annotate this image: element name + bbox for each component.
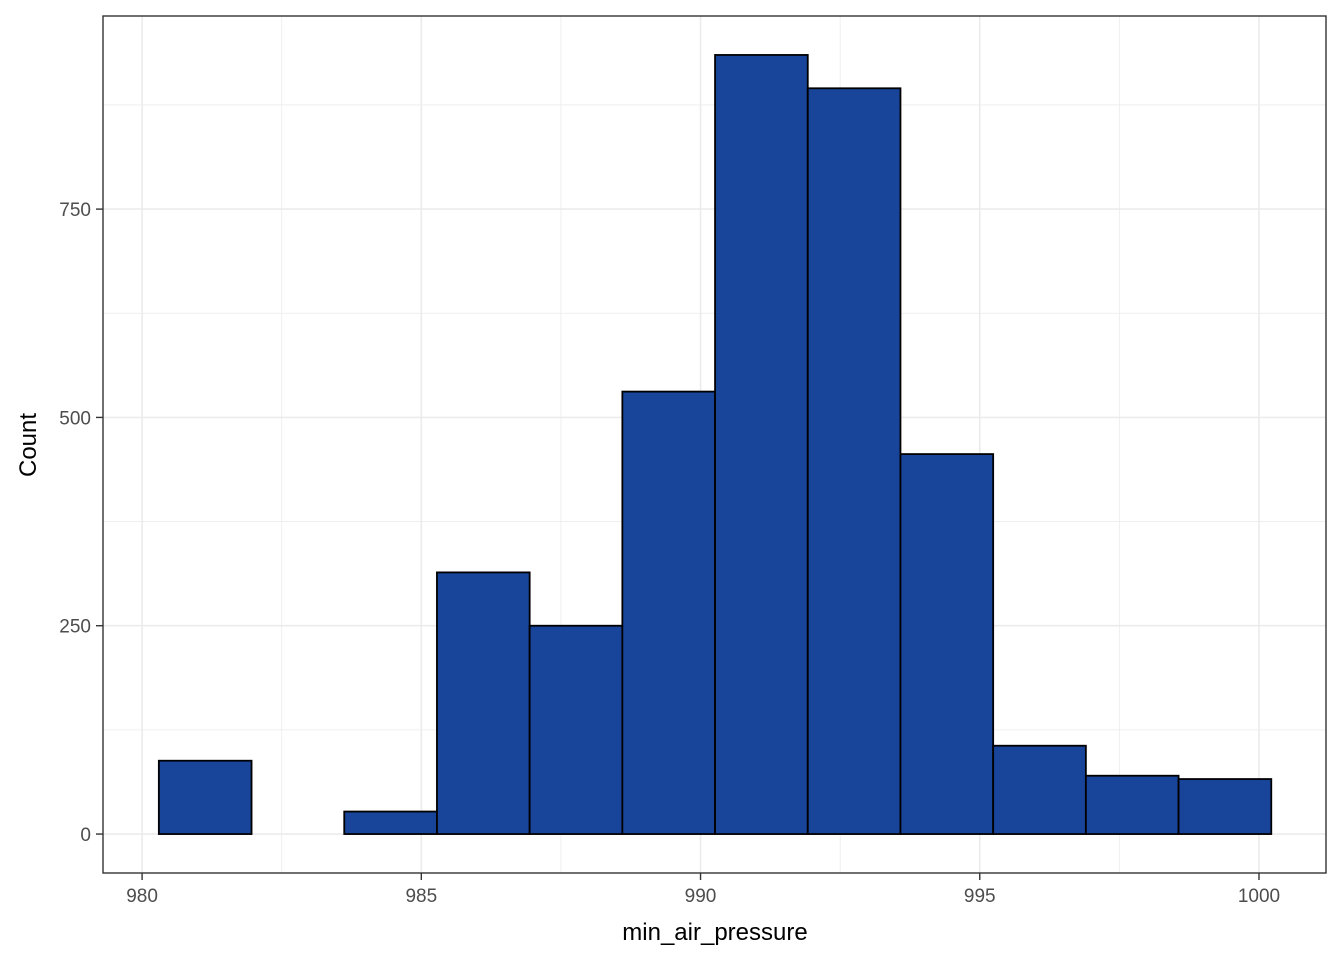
histogram-bar <box>528 624 624 835</box>
histogram-bar <box>343 810 438 835</box>
histogram-bar <box>157 759 253 835</box>
histogram-bar <box>1084 774 1180 835</box>
x-tick-label: 990 <box>685 886 717 907</box>
histogram-bar <box>806 87 902 835</box>
y-tick-label: 750 <box>59 200 91 221</box>
histogram-bar <box>621 390 716 835</box>
histogram-bar <box>992 744 1087 835</box>
histogram-bar <box>714 54 809 835</box>
y-tick-label: 500 <box>59 408 91 429</box>
panel-border <box>102 15 1327 874</box>
y-axis: 0 250 500 750 <box>59 200 103 846</box>
x-axis-title: min_air_pressure <box>622 919 807 946</box>
y-tick-label: 0 <box>80 825 91 846</box>
x-axis: 980 985 990 995 1000 <box>126 873 1280 907</box>
x-tick-label: 995 <box>964 886 996 907</box>
x-tick-label: 985 <box>405 886 437 907</box>
histogram-bars <box>157 54 1273 835</box>
y-axis-title: Count <box>15 413 42 477</box>
histogram-bar <box>899 453 995 835</box>
x-tick-label: 1000 <box>1238 886 1280 907</box>
histogram-bar <box>436 571 531 835</box>
histogram-bar <box>1177 778 1273 835</box>
y-tick-label: 250 <box>59 617 91 638</box>
x-tick-label: 980 <box>126 886 158 907</box>
